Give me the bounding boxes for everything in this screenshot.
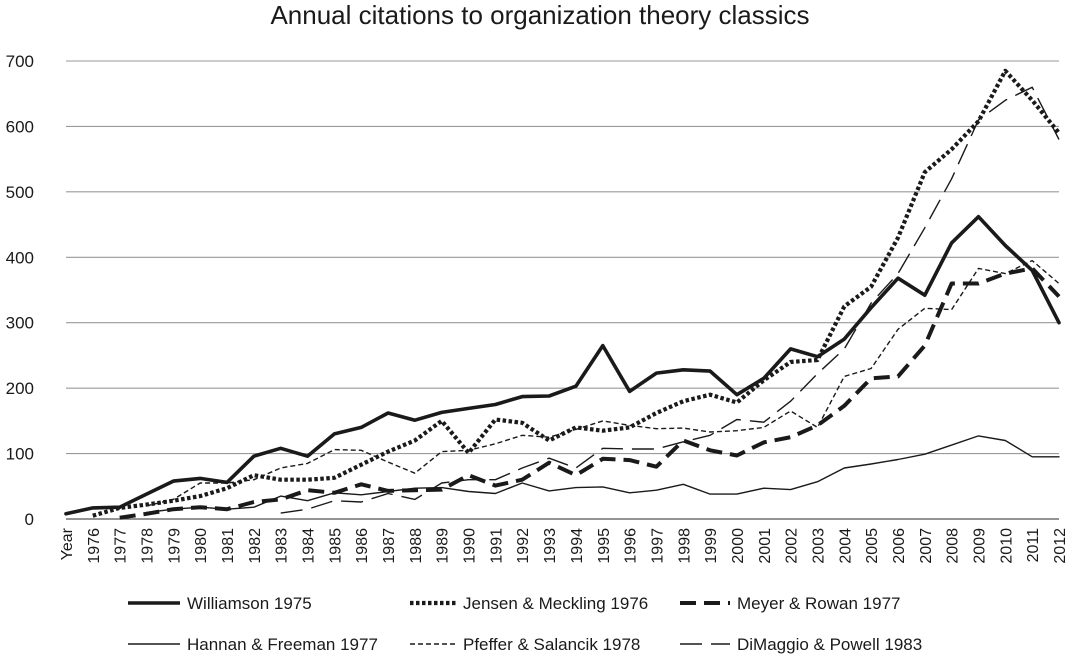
series-line-1 xyxy=(92,68,1061,518)
x-tick-label: Year xyxy=(59,527,76,560)
x-tick-label: 2008 xyxy=(945,528,962,564)
x-tick-label: 2010 xyxy=(998,528,1015,564)
x-tick-label: 1995 xyxy=(596,528,613,564)
x-tick-label: 1991 xyxy=(488,528,505,564)
x-tick-label: 1988 xyxy=(408,528,425,564)
y-tick-label: 200 xyxy=(6,379,34,398)
chart-title: Annual citations to organization theory … xyxy=(270,0,809,30)
x-tick-label: 2009 xyxy=(971,528,988,564)
legend-label-0: Williamson 1975 xyxy=(187,594,312,613)
y-tick-label: 100 xyxy=(6,445,34,464)
x-tick-label: 2011 xyxy=(1025,528,1042,563)
series-line-5 xyxy=(280,86,1060,514)
x-tick-label: 2006 xyxy=(891,528,908,564)
x-tick-label: 1976 xyxy=(86,528,103,564)
y-tick-label: 400 xyxy=(6,248,34,267)
series-layer xyxy=(64,68,1061,520)
x-tick-label: 1981 xyxy=(220,528,237,564)
x-tick-label: 2012 xyxy=(1052,528,1069,564)
series-line-2 xyxy=(119,266,1061,520)
legend: Williamson 1975 Jensen & Meckling 1976 Mey… xyxy=(128,594,922,654)
x-tick-label: 1998 xyxy=(676,528,693,564)
legend-label-3: Hannan & Freeman 1977 xyxy=(187,635,378,654)
x-tick-label: 1979 xyxy=(166,528,183,564)
x-tick-label: 2003 xyxy=(810,528,827,564)
x-tick-label: 1996 xyxy=(623,528,640,564)
y-tick-label: 300 xyxy=(6,314,34,333)
x-tick-label: 2004 xyxy=(837,528,854,564)
x-tick-label: 1990 xyxy=(462,528,479,564)
x-tick-label: 1977 xyxy=(113,528,130,564)
y-tick-label: 600 xyxy=(6,117,34,136)
series-line-0 xyxy=(64,214,1061,516)
y-tick-label: 0 xyxy=(25,510,34,529)
grid-layer xyxy=(66,60,1059,520)
x-tick-label: 1986 xyxy=(354,528,371,564)
x-tick-label: 1992 xyxy=(515,528,532,564)
legend-label-1: Jensen & Meckling 1976 xyxy=(463,594,648,613)
x-tick-label: 1984 xyxy=(301,528,318,564)
x-tick-label: 1983 xyxy=(274,528,291,564)
legend-label-2: Meyer & Rowan 1977 xyxy=(737,594,900,613)
series-line-3 xyxy=(145,435,1060,514)
x-tick-label: 1980 xyxy=(193,528,210,564)
x-tick-label: 1987 xyxy=(381,528,398,564)
y-tick-label: 700 xyxy=(6,52,34,71)
x-tick-label: 1989 xyxy=(435,528,452,564)
x-tick-label: 2002 xyxy=(784,528,801,564)
x-tick-label: 2001 xyxy=(757,528,774,564)
x-tick-label: 1999 xyxy=(703,528,720,564)
x-tick-label: 1994 xyxy=(569,528,586,564)
y-tick-label: 500 xyxy=(6,183,34,202)
legend-label-5: DiMaggio & Powell 1983 xyxy=(737,635,922,654)
x-tick-label: 2000 xyxy=(730,528,747,564)
x-tick-label: 1985 xyxy=(327,528,344,564)
x-tick-label: 1997 xyxy=(649,528,666,564)
x-tick-label: 1982 xyxy=(247,528,264,564)
axis-layer: 0 100 200 300 400 500 600 700 Year 1976 1977 1978 19… xyxy=(6,52,1069,564)
series-line-4 xyxy=(146,259,1060,507)
x-tick-label: 2005 xyxy=(864,528,881,564)
x-tick-label: 2007 xyxy=(918,528,935,564)
x-tick-label: 1978 xyxy=(140,528,157,564)
legend-label-4: Pfeffer & Salancik 1978 xyxy=(463,635,640,654)
x-tick-label: 1993 xyxy=(542,528,559,564)
